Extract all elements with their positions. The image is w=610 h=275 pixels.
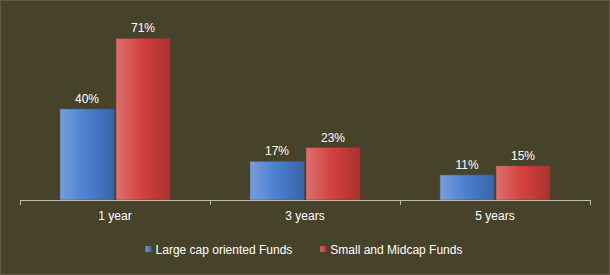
chart-border bbox=[1, 1, 610, 275]
data-label: 71% bbox=[131, 21, 155, 35]
bar bbox=[496, 166, 550, 200]
x-tick-label: 3 years bbox=[285, 209, 324, 223]
bar bbox=[116, 38, 170, 200]
x-tick-label: 5 years bbox=[475, 209, 514, 223]
bar bbox=[60, 109, 114, 200]
data-label: 17% bbox=[265, 144, 289, 158]
legend-label: Small and Midcap Funds bbox=[330, 243, 462, 257]
chart-container: 40% 17% 11% 71% 23% 15% 1 year 3 years 5 years La… bbox=[0, 0, 610, 275]
x-axis-divider bbox=[400, 200, 401, 205]
legend: Large cap oriented Funds Small and Midcap… bbox=[146, 243, 463, 257]
bar bbox=[306, 148, 360, 200]
background bbox=[0, 0, 610, 275]
bar bbox=[440, 175, 494, 200]
legend-swatch bbox=[146, 246, 152, 252]
data-label: 40% bbox=[75, 92, 99, 106]
data-label: 23% bbox=[321, 131, 345, 145]
bars bbox=[60, 38, 550, 200]
data-label: 11% bbox=[455, 158, 478, 172]
data-labels: 40% 17% 11% 71% 23% 15% bbox=[75, 21, 535, 172]
chart-svg: 40% 17% 11% 71% 23% 15% 1 year 3 years 5 years La… bbox=[0, 0, 610, 275]
bar bbox=[250, 161, 304, 200]
x-tick-label: 1 year bbox=[98, 209, 131, 223]
data-label: 15% bbox=[511, 149, 535, 163]
x-axis-divider bbox=[20, 200, 21, 205]
legend-swatch bbox=[320, 246, 326, 252]
x-axis-divider bbox=[210, 200, 211, 205]
x-axis-divider bbox=[590, 200, 591, 205]
x-axis-line bbox=[20, 200, 590, 201]
legend-label: Large cap oriented Funds bbox=[156, 243, 293, 257]
